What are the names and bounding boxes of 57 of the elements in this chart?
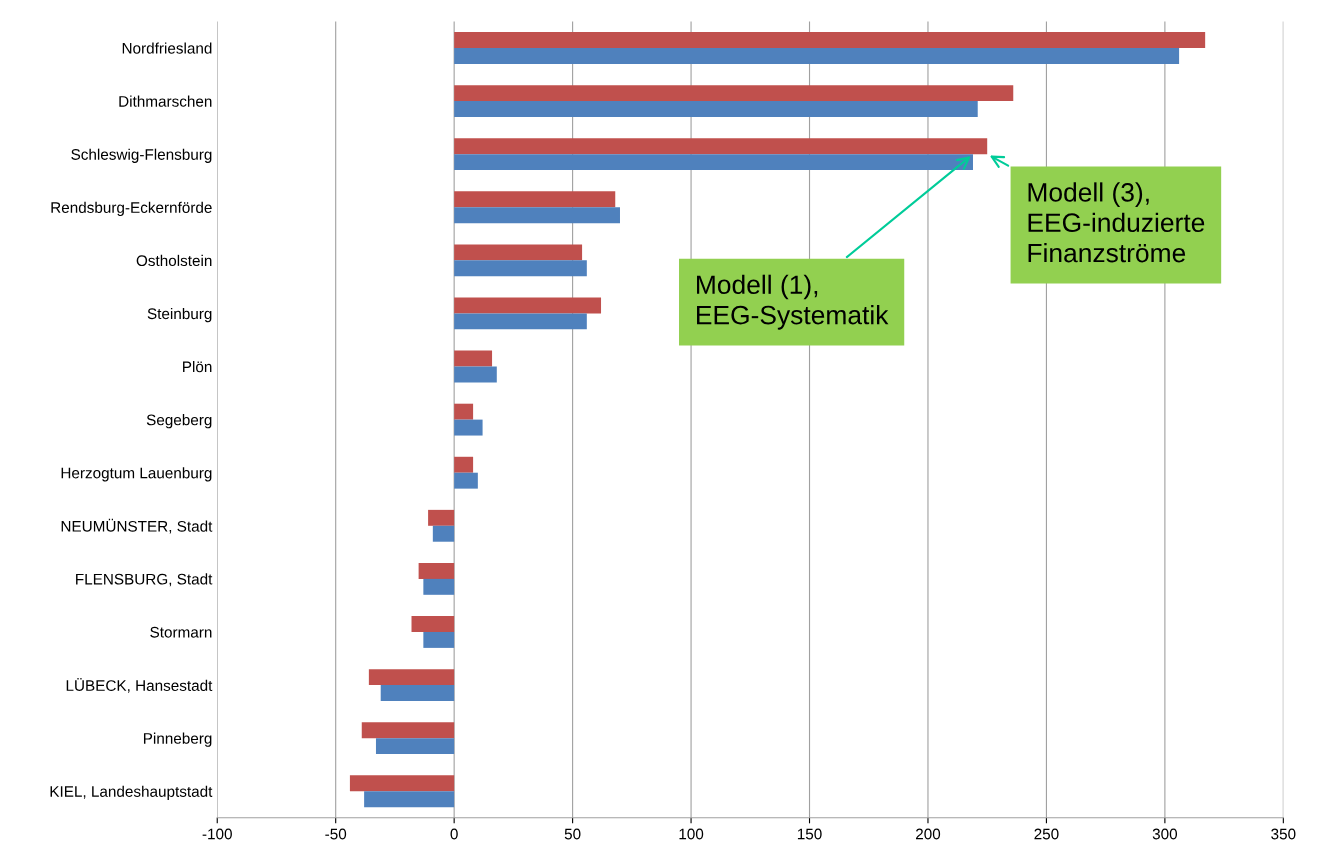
y-tick-label: Herzogtum Lauenburg — [61, 467, 212, 482]
bar — [454, 101, 978, 118]
bar — [454, 85, 1014, 102]
bar — [454, 456, 474, 473]
y-tick-label: Dithmarschen — [119, 95, 212, 107]
bar — [454, 419, 483, 436]
bar — [454, 350, 493, 367]
y-tick-label: Stormarn — [150, 626, 212, 638]
y-tick-label: Steinburg — [147, 307, 212, 323]
bar — [380, 685, 455, 701]
bar — [454, 313, 587, 330]
bar — [454, 32, 1206, 49]
y-tick-label: Nordfriesland — [122, 42, 212, 54]
bar — [454, 403, 474, 420]
bar — [454, 207, 620, 224]
x-tick-label: 200 — [916, 828, 941, 840]
x-tick-label: 350 — [1271, 828, 1296, 840]
y-tick-label: Pinneberg — [143, 732, 212, 747]
y-tick-label: Segeberg — [146, 414, 212, 429]
bar — [454, 48, 1180, 64]
y-tick-label: KIEL, Landeshauptstadt — [50, 785, 213, 800]
bar — [364, 791, 455, 808]
y-tick-label: NEUMÜNSTER, Stadt — [61, 518, 213, 534]
bar — [411, 616, 455, 632]
x-tick-label: 0 — [450, 828, 458, 840]
bar — [454, 260, 587, 277]
y-tick-label: Ostholstein — [136, 254, 212, 267]
bar — [454, 244, 583, 261]
x-tick-label: 50 — [564, 828, 581, 840]
y-tick-label: FLENSBURG, Stadt — [76, 573, 213, 587]
x-tick-label: -50 — [325, 828, 347, 840]
x-tick-label: -100 — [202, 828, 232, 840]
annotation: Modell (1), EEG-Systematik — [697, 274, 889, 330]
y-tick-label: Schleswig-Flensburg — [71, 148, 212, 163]
bar — [454, 191, 616, 208]
bar — [418, 562, 455, 579]
x-tick-label: 150 — [797, 828, 822, 840]
bar — [454, 472, 478, 489]
bar — [423, 631, 455, 648]
x-tick-label: 100 — [679, 828, 704, 840]
bar — [423, 578, 455, 595]
bar — [454, 297, 602, 314]
bar — [375, 738, 455, 755]
y-tick-label: Plön — [183, 361, 212, 373]
bar — [454, 138, 988, 155]
x-tick-label: 300 — [1152, 828, 1178, 840]
y-tick-label: LÜBECK, Hansestadt — [66, 678, 213, 693]
bar — [432, 525, 455, 542]
annotation: Modell (3), EEG-induzierte Finanzströme — [1028, 182, 1205, 263]
bar — [454, 154, 973, 171]
bar — [368, 669, 455, 686]
bar — [361, 722, 455, 739]
bar — [428, 509, 455, 526]
x-tick-label: 250 — [1034, 828, 1059, 840]
y-tick-label: Rendsburg-Eckernförde — [51, 201, 212, 216]
bar — [349, 775, 455, 792]
bar — [454, 366, 497, 383]
